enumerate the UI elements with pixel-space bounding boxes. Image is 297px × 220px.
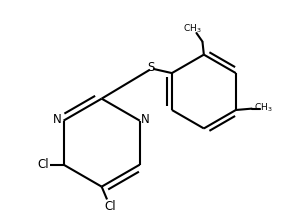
Text: N: N [141,113,150,126]
Text: CH$_3$: CH$_3$ [254,102,272,114]
Text: S: S [148,61,155,74]
Text: CH$_3$: CH$_3$ [183,23,202,35]
Text: Cl: Cl [105,200,116,213]
Text: N: N [53,113,62,126]
Text: Cl: Cl [37,158,49,171]
